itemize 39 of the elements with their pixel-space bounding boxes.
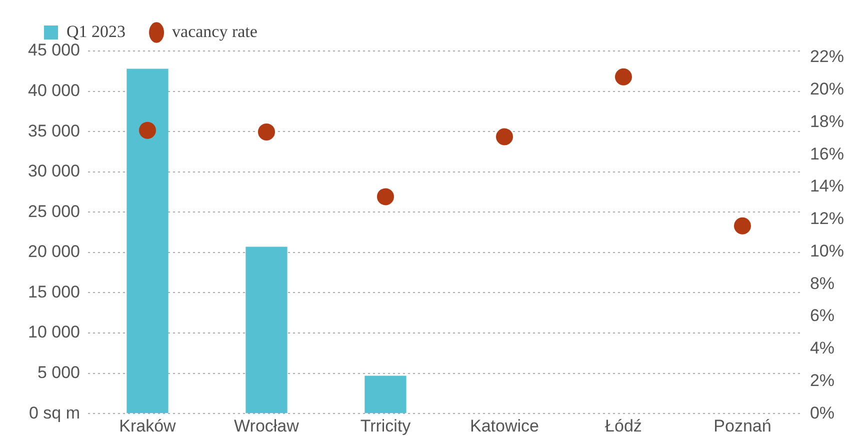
- y2-tick-label: 0%: [810, 403, 835, 422]
- point: [614, 68, 632, 86]
- point: [138, 122, 156, 139]
- y-tick-label: 5 000: [37, 363, 80, 382]
- legend-label: Q1 2023: [66, 22, 126, 41]
- y2-tick-label: 10%: [810, 241, 844, 260]
- x-tick-label: Katowice: [470, 416, 539, 436]
- y-tick-label: 35 000: [28, 121, 80, 140]
- y2-tick-label: 18%: [810, 112, 844, 131]
- bar: [364, 376, 406, 414]
- y2-tick-label: 2%: [810, 370, 835, 390]
- x-tick-label: Kraków: [119, 416, 177, 436]
- y-tick-label: 25 000: [28, 202, 80, 221]
- y-tick-label: 15 000: [28, 282, 80, 302]
- y2-tick-label: 22%: [810, 47, 844, 66]
- y2-tick-label: 20%: [810, 80, 844, 99]
- y2-tick-label: 12%: [810, 209, 844, 228]
- y2-tick-label: 14%: [810, 176, 844, 196]
- y2-tick-label: 8%: [810, 274, 835, 293]
- y-tick-label: 40 000: [28, 80, 80, 100]
- x-tick-label: Poznań: [714, 416, 772, 436]
- y-tick-label: 10 000: [28, 322, 80, 342]
- y-tick-label: 20 000: [28, 242, 80, 262]
- point: [734, 217, 751, 234]
- y2-tick-label: 16%: [810, 144, 844, 164]
- x-tick-label: Wrocław: [234, 416, 300, 436]
- y-tick-label: 45 000: [28, 40, 80, 60]
- bar: [126, 68, 168, 414]
- y-tick-label: 30 000: [28, 162, 80, 181]
- x-tick-label: Trricity: [360, 416, 412, 436]
- bar: [246, 246, 288, 414]
- y2-tick-label: 6%: [810, 306, 835, 326]
- y-tick-label: 0 sq m: [28, 403, 80, 422]
- y2-tick-label: 4%: [810, 338, 835, 358]
- legend-label: vacancy rate: [172, 22, 258, 41]
- point: [258, 123, 275, 140]
- x-tick-label: Łódź: [605, 416, 642, 436]
- point: [496, 128, 513, 146]
- point: [376, 188, 394, 206]
